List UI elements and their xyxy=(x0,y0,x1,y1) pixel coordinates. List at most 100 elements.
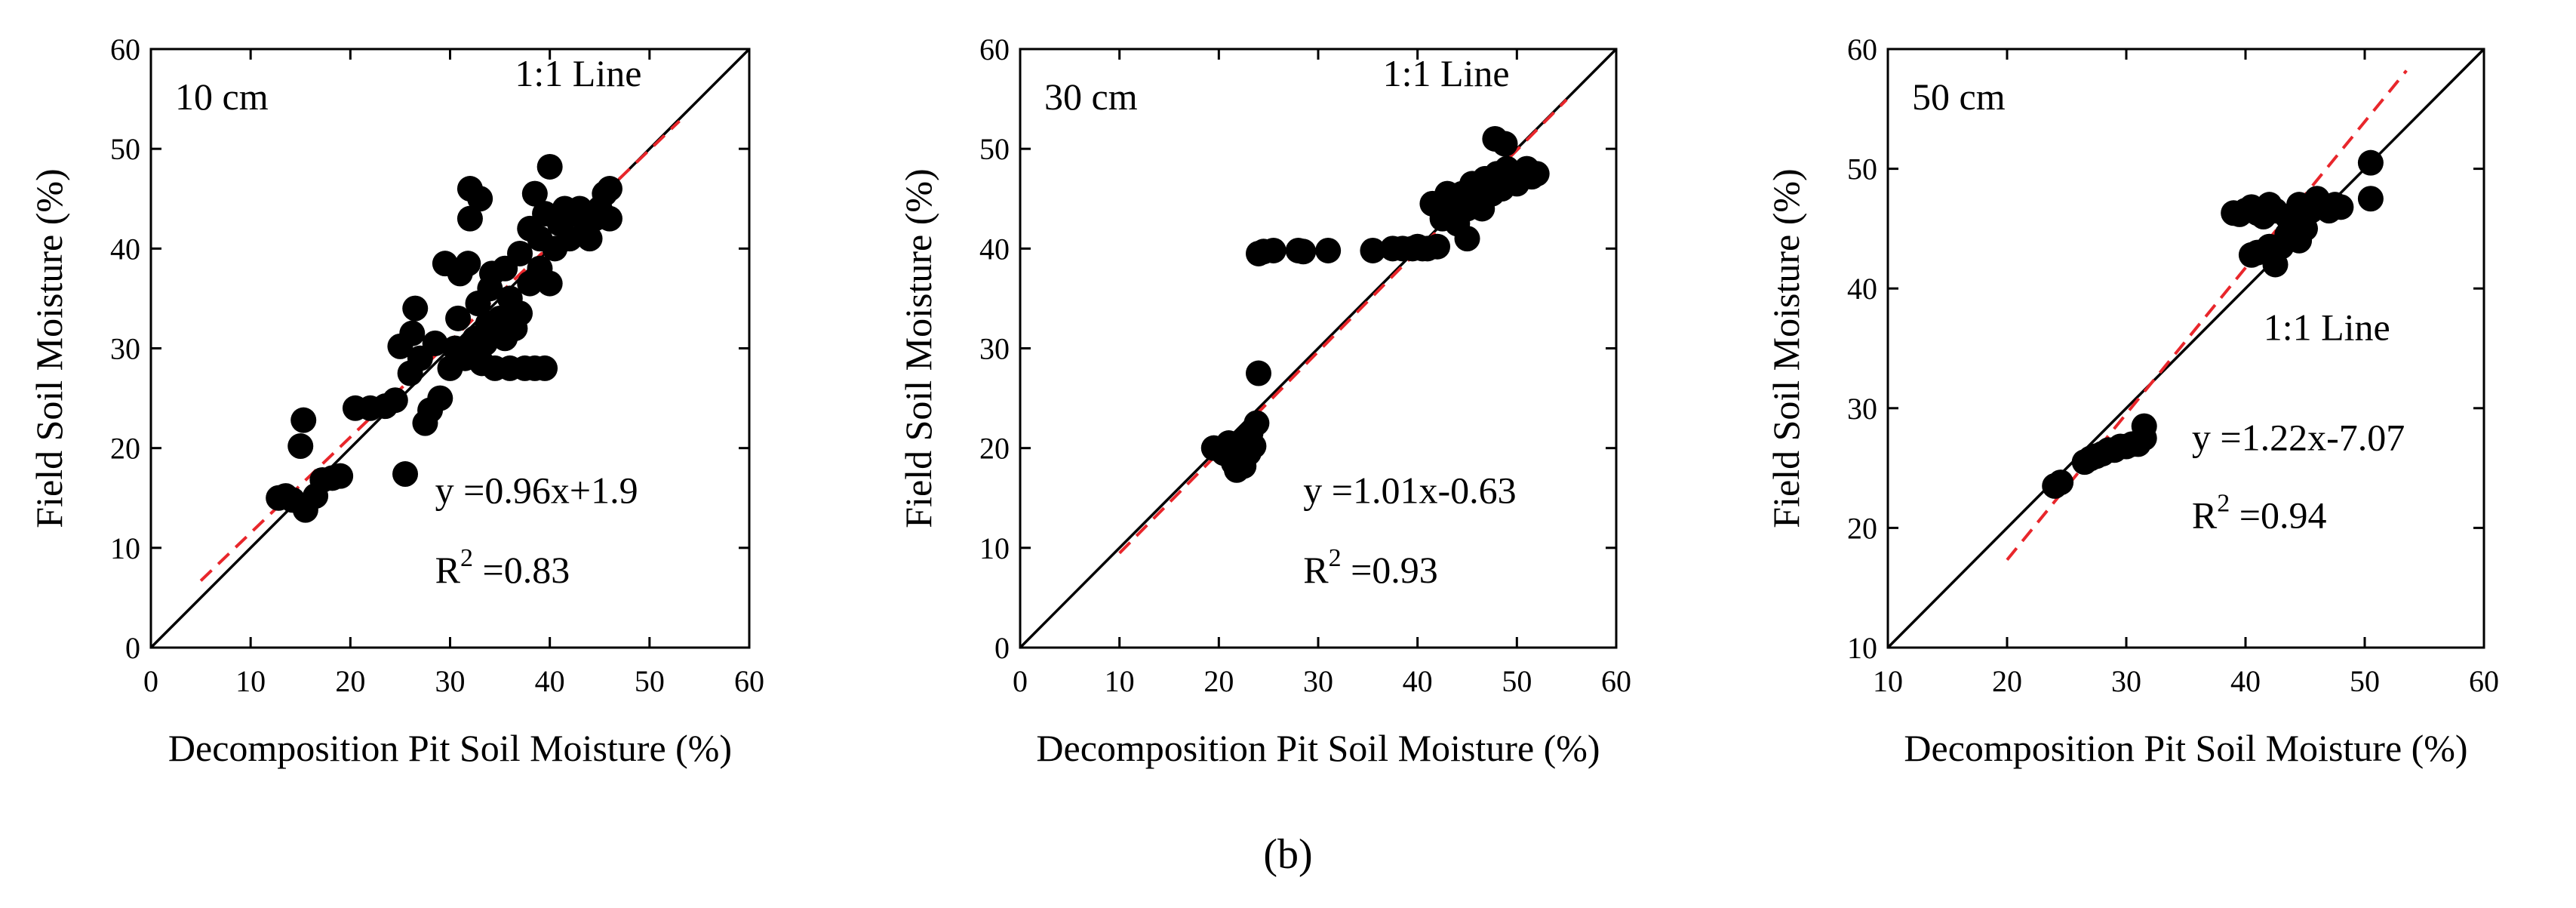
data-point xyxy=(1523,161,1550,187)
data-point xyxy=(1290,239,1317,265)
r-squared-label: R2 =0.93 xyxy=(1303,544,1438,591)
data-point xyxy=(2328,194,2354,220)
data-point xyxy=(2357,186,2384,212)
data-point xyxy=(422,330,448,356)
depth-label: 50 cm xyxy=(1912,75,2006,118)
y-tick-label: 10 xyxy=(979,531,1010,565)
x-tick-label: 50 xyxy=(635,664,665,698)
data-point xyxy=(1260,237,1286,263)
y-tick-label: 20 xyxy=(1847,511,1877,545)
r-squared-symbol: R xyxy=(1303,549,1329,591)
x-axis-label: Decomposition Pit Soil Moisture (%) xyxy=(168,727,732,769)
x-tick-label: 10 xyxy=(1105,664,1135,698)
x-tick-label: 0 xyxy=(1013,664,1028,698)
y-tick-label: 10 xyxy=(110,531,140,565)
data-point xyxy=(2048,469,2074,496)
data-point xyxy=(507,240,533,266)
r-squared-label: R2 =0.94 xyxy=(2192,489,2327,536)
x-axis-label: Decomposition Pit Soil Moisture (%) xyxy=(1904,727,2467,769)
x-tick-label: 40 xyxy=(535,664,565,698)
y-tick-label: 20 xyxy=(979,432,1010,466)
data-point xyxy=(402,295,429,322)
r-squared-symbol: R xyxy=(2192,494,2218,536)
x-tick-label: 50 xyxy=(1502,664,1532,698)
one-to-one-line xyxy=(1888,49,2484,648)
x-tick-label: 40 xyxy=(2230,664,2261,698)
data-point xyxy=(382,387,408,414)
r-squared-superscript: 2 xyxy=(1329,544,1342,572)
x-tick-label: 20 xyxy=(335,664,365,698)
one-to-one-label: 1:1 Line xyxy=(1383,52,1510,94)
depth-label: 30 cm xyxy=(1044,75,1138,118)
data-point xyxy=(455,251,481,277)
r-squared-symbol: R xyxy=(435,549,461,591)
data-point xyxy=(1240,433,1267,460)
data-point xyxy=(392,461,419,488)
y-tick-label: 20 xyxy=(110,432,140,466)
r-squared-label: R2 =0.83 xyxy=(435,544,570,591)
data-point xyxy=(2357,149,2384,176)
data-point xyxy=(1246,360,1271,386)
y-tick-label: 30 xyxy=(110,332,140,366)
data-point xyxy=(1454,226,1480,252)
data-point xyxy=(445,305,472,331)
y-tick-label: 60 xyxy=(979,32,1010,66)
one-to-one-label: 1:1 Line xyxy=(2264,306,2390,348)
y-tick-label: 50 xyxy=(1847,152,1877,186)
x-tick-label: 60 xyxy=(734,664,764,698)
y-axis-label: Field Soil Moisture (%) xyxy=(1765,168,1807,528)
data-point xyxy=(536,153,563,180)
r-squared-value: =0.93 xyxy=(1342,549,1438,591)
y-tick-label: 40 xyxy=(110,232,140,266)
data-point xyxy=(507,300,533,327)
data-point xyxy=(596,176,622,202)
data-point xyxy=(596,205,622,232)
y-tick-label: 0 xyxy=(994,631,1010,665)
data-point xyxy=(287,433,314,460)
scatter-panel: 0 10 20 30 40 50 60 0 10 20 30 40 50 60 10 cm 1:1 Line y… xyxy=(28,32,764,769)
y-axis-label: Field Soil Moisture (%) xyxy=(897,168,939,528)
x-tick-label: 10 xyxy=(1873,664,1903,698)
y-tick-label: 30 xyxy=(979,332,1010,366)
x-tick-label: 20 xyxy=(1203,664,1234,698)
y-tick-label: 50 xyxy=(979,132,1010,166)
y-tick-label: 40 xyxy=(979,232,1010,266)
r-squared-superscript: 2 xyxy=(460,544,473,572)
x-tick-label: 50 xyxy=(2350,664,2380,698)
fit-line xyxy=(2006,69,2408,562)
plot-frame xyxy=(1886,48,2485,649)
regression-equation: y =1.01x-0.63 xyxy=(1303,469,1516,511)
y-tick-label: 50 xyxy=(110,132,140,166)
y-tick-label: 10 xyxy=(1847,631,1877,665)
x-tick-label: 30 xyxy=(435,664,466,698)
x-tick-label: 40 xyxy=(1403,664,1433,698)
r-squared-superscript: 2 xyxy=(2217,489,2230,517)
data-point xyxy=(521,180,548,207)
x-axis-label: Decomposition Pit Soil Moisture (%) xyxy=(1036,727,1600,769)
data-point xyxy=(399,320,426,346)
figure-caption: (b) xyxy=(1263,831,1312,878)
data-point xyxy=(2131,413,2157,439)
x-tick-label: 60 xyxy=(1601,664,1631,698)
y-tick-label: 60 xyxy=(110,32,140,66)
x-tick-label: 60 xyxy=(2469,664,2499,698)
x-tick-label: 10 xyxy=(235,664,266,698)
regression-equation: y =1.22x-7.07 xyxy=(2192,416,2405,458)
data-point xyxy=(1425,233,1450,260)
fit-line xyxy=(1118,98,1568,555)
data-point xyxy=(472,330,498,356)
y-tick-label: 30 xyxy=(1847,392,1877,426)
data-point xyxy=(427,385,453,411)
one-to-one-label: 1:1 Line xyxy=(515,52,641,94)
data-point xyxy=(327,463,354,489)
data-point xyxy=(576,226,603,252)
r-squared-value: =0.83 xyxy=(473,549,570,591)
data-point xyxy=(1315,237,1342,263)
x-tick-label: 30 xyxy=(2111,664,2141,698)
x-tick-label: 0 xyxy=(143,664,158,698)
depth-label: 10 cm xyxy=(175,75,269,118)
x-tick-label: 30 xyxy=(1303,664,1333,698)
x-tick-label: 20 xyxy=(1992,664,2022,698)
y-tick-label: 60 xyxy=(1847,32,1877,66)
